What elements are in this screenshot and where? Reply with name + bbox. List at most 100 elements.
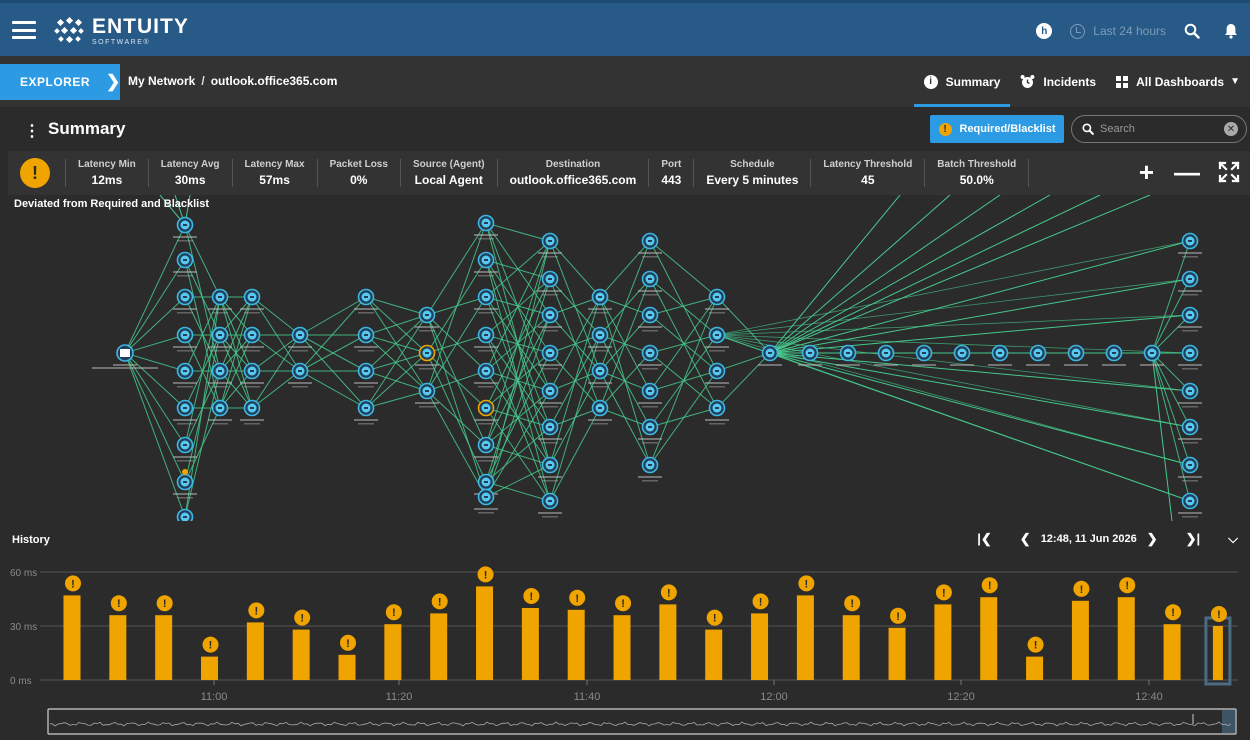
history-bar[interactable] <box>705 629 723 680</box>
network-node-icon[interactable] <box>288 362 312 388</box>
network-node-icon[interactable] <box>538 344 562 370</box>
network-node-icon[interactable] <box>173 326 197 352</box>
hamburger-menu-icon[interactable] <box>12 21 36 39</box>
breadcrumb-destination[interactable]: outlook.office365.com <box>210 74 338 88</box>
network-node-icon[interactable] <box>538 456 562 482</box>
warning-icon[interactable]: ! <box>660 584 677 601</box>
brush-selection[interactable] <box>1222 710 1235 733</box>
network-node-icon[interactable] <box>1178 232 1202 258</box>
tab-summary[interactable]: i Summary <box>913 56 1011 107</box>
network-node-icon[interactable] <box>354 288 378 314</box>
network-node-icon[interactable] <box>415 344 439 370</box>
warning-icon[interactable]: ! <box>569 589 586 606</box>
history-bar[interactable] <box>338 654 356 680</box>
network-node-icon[interactable] <box>705 326 729 352</box>
history-bar[interactable] <box>201 656 219 680</box>
network-node-icon[interactable] <box>538 492 562 518</box>
search-icon[interactable] <box>1184 23 1200 39</box>
tab-incidents[interactable]: Incidents <box>1010 56 1106 107</box>
network-node-icon[interactable] <box>173 399 197 425</box>
network-node-icon[interactable] <box>474 251 498 277</box>
network-node-icon[interactable] <box>798 344 822 367</box>
history-bar[interactable] <box>246 622 264 680</box>
network-node-icon[interactable] <box>638 270 662 296</box>
network-node-icon[interactable] <box>638 344 662 370</box>
network-node-icon[interactable] <box>638 382 662 408</box>
warning-icon[interactable]: ! <box>477 566 494 583</box>
previous-icon[interactable]: ❮ <box>1019 531 1031 546</box>
timezone-icon[interactable]: h <box>1036 23 1053 39</box>
history-chart[interactable]: 0 ms 30 ms 60 ms!!!!!!!!!!!!!!!!!!!!!!!!!!… <box>0 557 1250 740</box>
entuity-logo[interactable]: ENTUITY SOFTWARE® <box>52 13 189 49</box>
bell-icon[interactable] <box>1224 23 1238 39</box>
network-node-icon[interactable] <box>836 344 860 367</box>
history-bar[interactable] <box>659 604 677 680</box>
warning-icon[interactable]: ! <box>1027 636 1044 653</box>
network-node-icon[interactable] <box>705 399 729 425</box>
network-node-icon[interactable] <box>638 232 662 258</box>
history-bar[interactable] <box>292 629 310 680</box>
network-node-icon[interactable] <box>588 399 612 425</box>
history-bar[interactable] <box>476 586 494 680</box>
network-node-icon[interactable] <box>208 326 232 352</box>
warning-icon[interactable]: ! <box>523 588 540 604</box>
network-node-icon[interactable] <box>173 251 197 277</box>
warning-icon[interactable]: ! <box>752 593 769 610</box>
network-node-icon[interactable] <box>474 488 498 514</box>
fullscreen-icon[interactable] <box>1218 161 1240 183</box>
warning-icon[interactable]: ! <box>156 595 173 612</box>
last-page-icon[interactable]: ❯| <box>1185 531 1201 546</box>
network-node-icon[interactable] <box>474 362 498 388</box>
history-bar[interactable] <box>63 595 81 680</box>
network-node-icon[interactable] <box>354 326 378 352</box>
network-node-icon[interactable] <box>415 382 439 408</box>
collapse-chevron-icon[interactable]: ⌵ <box>1228 531 1238 546</box>
network-node-icon[interactable] <box>208 362 232 388</box>
warning-icon[interactable]: ! <box>981 577 998 594</box>
warning-icon[interactable]: ! <box>1119 577 1136 594</box>
tab-all-dashboards[interactable]: All Dashboards ▼ <box>1106 56 1250 107</box>
network-node-icon[interactable] <box>638 456 662 482</box>
clear-search-icon[interactable]: ✕ <box>1224 122 1238 136</box>
network-node-icon[interactable] <box>988 344 1012 367</box>
network-node-icon[interactable] <box>1178 306 1202 332</box>
network-node-icon[interactable] <box>1102 344 1126 367</box>
network-node-icon[interactable] <box>538 232 562 258</box>
network-node-icon[interactable] <box>1178 418 1202 444</box>
search-input[interactable] <box>1100 123 1220 135</box>
time-range-brush[interactable] <box>47 708 1237 735</box>
warning-icon[interactable]: ! <box>431 593 448 610</box>
network-node-icon[interactable] <box>240 326 264 352</box>
history-bar[interactable] <box>521 608 539 680</box>
network-node-icon[interactable] <box>354 362 378 388</box>
history-bar[interactable] <box>384 624 402 680</box>
warning-icon[interactable]: ! <box>1210 606 1227 622</box>
warning-icon[interactable]: ! <box>385 604 402 621</box>
warning-icon[interactable]: ! <box>798 575 815 592</box>
network-node-icon[interactable] <box>538 306 562 332</box>
warning-icon[interactable]: ! <box>615 595 632 612</box>
network-node-icon[interactable] <box>474 326 498 352</box>
network-node-icon[interactable] <box>415 306 439 332</box>
history-bar[interactable] <box>1071 600 1089 680</box>
next-icon[interactable]: ❯ <box>1146 531 1158 546</box>
history-bar[interactable] <box>751 613 769 680</box>
network-node-icon[interactable] <box>538 270 562 296</box>
network-node-icon[interactable] <box>173 216 197 242</box>
network-node-icon[interactable] <box>1178 270 1202 296</box>
warning-icon[interactable]: ! <box>65 575 81 592</box>
network-node-icon[interactable] <box>538 382 562 408</box>
warning-icon[interactable]: ! <box>1165 604 1182 621</box>
history-bar[interactable] <box>430 613 448 680</box>
network-node-icon[interactable] <box>474 214 498 240</box>
network-node-icon[interactable] <box>240 362 264 388</box>
warning-icon[interactable]: ! <box>340 634 357 651</box>
warning-icon[interactable]: ! <box>844 595 861 612</box>
network-node-icon[interactable] <box>1178 344 1202 370</box>
network-node-icon[interactable] <box>173 473 197 499</box>
history-bar[interactable] <box>1163 624 1181 680</box>
history-bar[interactable] <box>796 595 814 680</box>
network-node-icon[interactable] <box>1178 456 1202 482</box>
network-node-icon[interactable] <box>288 326 312 352</box>
network-node-icon[interactable] <box>705 288 729 314</box>
